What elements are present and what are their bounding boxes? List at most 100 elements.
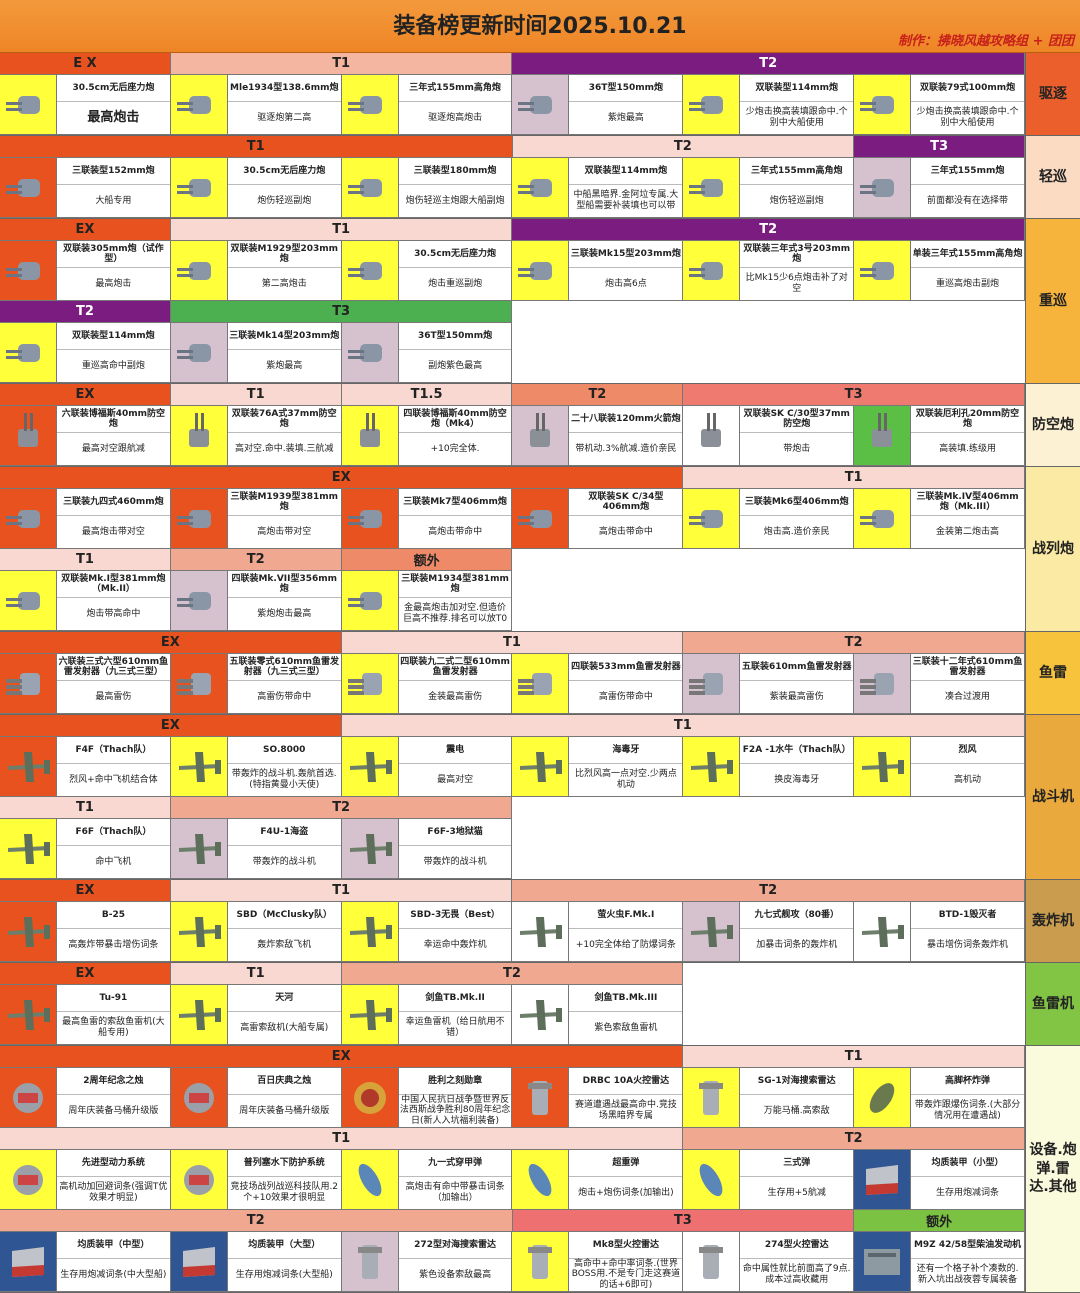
equipment-card[interactable]: 四联装533mm鱼雷发射器 高雷伤带命中 (512, 654, 684, 714)
equipment-note: 中船黑暗界.金阿垃专属.大型船需要补装填也可以带 (573, 190, 679, 211)
equipment-card[interactable]: 单装三年式155mm高角炮 重巡高炮击副炮 (854, 241, 1025, 301)
equipment-card[interactable]: 高脚杯炸弹 带轰炸跟爆伤词条.(大部分情况用在遭遇战) (854, 1068, 1025, 1128)
tier-header-row: T1 T2 (0, 1128, 1025, 1150)
equipment-note: 凑合过渡用 (945, 691, 991, 702)
equipment-card[interactable]: 百日庆典之烛 周年庆装备马桶升级版 (170, 1068, 342, 1128)
equipment-name: 274型火控雷达 (740, 1232, 854, 1259)
equipment-card[interactable]: F4F（Thach队） 烈风+命中飞机结合体 (0, 737, 171, 797)
equipment-card[interactable]: 274型火控雷达 命中属性就比前面高了9点.成本过高收藏用 (683, 1232, 855, 1292)
equipment-card[interactable]: Mk8型火控雷达 高命中+命中率词条.(世界BOSS用.不是专门走这赛道的话+6… (512, 1232, 684, 1292)
equipment-card[interactable]: 三联装型180mm炮 炮伤轻巡主炮跟大船副炮 (341, 158, 513, 218)
equipment-card[interactable]: 双联装三年式3号203mm炮 比Mk15少6点炮击补了对空 (683, 241, 855, 301)
equipment-card[interactable]: 双联装厄利孔20mm防空炮 高装填.练级用 (854, 406, 1025, 466)
equipment-card[interactable]: 三联装Mk.IV型406mm炮（Mk.III） 金装第二炮击高 (854, 489, 1025, 549)
equipment-card[interactable]: 双联装SK C/34型406mm炮 高炮击带命中 (512, 489, 684, 549)
equipment-card[interactable]: 天河 高雷索敌机(大船专属) (170, 985, 342, 1045)
equipment-card[interactable]: F4U-1海盗 带轰炸的战斗机 (170, 819, 342, 879)
equipment-card[interactable]: 双联装Mk.I型381mm炮（Mk.II） 炮击带高命中 (0, 571, 171, 631)
equipment-card[interactable]: 九一式穿甲弹 高炮击有命中带暴击词条（加输出） (341, 1150, 513, 1210)
equipment-card[interactable]: 六联装三式六型610mm鱼雷发射器（九三式三型） 最高雷伤 (0, 654, 171, 714)
category-label: 战斗机 (1025, 715, 1080, 879)
equipment-name: 震电 (398, 737, 512, 764)
equipment-card[interactable]: SG-1对海搜索雷达 万能马桶.高索敌 (683, 1068, 855, 1128)
equipment-card[interactable]: 六联装博福斯40mm防空炮 最高对空跟航减 (0, 406, 171, 466)
equipment-card[interactable]: 双联装79式100mm炮 少炮击换高装填跟命中.个别中大船使用 (854, 75, 1025, 135)
equipment-card[interactable]: 2周年纪念之烛 周年庆装备马桶升级版 (0, 1068, 171, 1128)
plane-icon (512, 985, 570, 1044)
equipment-card[interactable]: SBD（McClusky队） 轰炸索敌飞机 (170, 902, 342, 962)
equipment-card[interactable]: 30.5cm无后座力炮 炮伤轻巡副炮 (170, 158, 342, 218)
equipment-name: 30.5cm无后座力炮 (398, 241, 512, 268)
equipment-card[interactable]: F6F（Thach队） 命中飞机 (0, 819, 171, 879)
equipment-card[interactable]: 双联装型114mm炮 重巡高命中副炮 (0, 323, 171, 383)
equipment-card[interactable]: 烈风 高机动 (854, 737, 1025, 797)
equipment-card[interactable]: 三年式155mm高角炮 炮伤轻巡副炮 (683, 158, 855, 218)
equipment-note: 高炮击带命中 (598, 526, 653, 537)
equipment-card[interactable]: 双联装76A式37mm防空炮 高对空.命中.装填.三航减 (170, 406, 342, 466)
equipment-card[interactable]: 三联装Mk7型406mm炮 高炮击带命中 (341, 489, 513, 549)
equipment-note: 紫装最高雷伤 (769, 691, 824, 702)
equipment-card[interactable]: 三联装十二年式610mm鱼雷发射器 凑合过渡用 (854, 654, 1025, 714)
equipment-card[interactable]: 九七式舰攻（80番） 加暴击词条的轰炸机 (683, 902, 855, 962)
equipment-card[interactable]: B-25 高轰炸带暴击增伤词条 (0, 902, 171, 962)
equipment-card[interactable]: 36T型150mm炮 副炮紫色最高 (341, 323, 513, 383)
equipment-note: 炮击高6点 (605, 278, 647, 289)
equipment-card[interactable]: 震电 最高对空 (341, 737, 513, 797)
equipment-card[interactable]: 30.5cm无后座力炮 炮击重巡副炮 (341, 241, 513, 301)
equipment-card[interactable]: 剑鱼TB.Mk.III 紫色索敌鱼雷机 (512, 985, 684, 1045)
equipment-card[interactable]: 剑鱼TB.Mk.II 幸运鱼雷机（给日航用不错） (341, 985, 513, 1045)
equipment-card[interactable]: 海毒牙 比烈风高一点对空.少两点机动 (512, 737, 684, 797)
plane-icon (341, 902, 399, 961)
equipment-card[interactable]: 三联装Mk15型203mm炮 炮击高6点 (512, 241, 684, 301)
equipment-card[interactable]: 二十八联装120mm火箭炮 带机动.3%航减.造价亲民 (512, 406, 684, 466)
equipment-card[interactable]: BTD-1毁灭者 暴击增伤词条轰炸机 (854, 902, 1025, 962)
equipment-card[interactable]: M9Z 42/58型柴油发动机 还有一个格子补个凑数的.新入坑出战夜蓉专属装备 (854, 1232, 1025, 1292)
equipment-card[interactable]: 双联装型114mm炮 中船黑暗界.金阿垃专属.大型船需要补装填也可以带 (512, 158, 684, 218)
gun-icon (854, 75, 912, 134)
equipment-card[interactable]: 三联装M1934型381mm炮 金最高炮击加对空.但造价巨高不推荐.排名可以放T… (341, 571, 513, 631)
gun-icon (854, 489, 912, 548)
equipment-card[interactable]: DRBC 10A火控雷达 赛道遭遇战最高命中.竞技场黑暗界专属 (512, 1068, 684, 1128)
equipment-card[interactable]: 三联装Mk6型406mm炮 炮击高.造价亲民 (683, 489, 855, 549)
equipment-card[interactable]: Tu-91 最高鱼雷的索敌鱼雷机(大船专用) (0, 985, 171, 1045)
equipment-card[interactable]: 五联装零式610mm鱼雷发射器（九三式三型） 高雷伤带命中 (170, 654, 342, 714)
equipment-card[interactable]: 超重弹 炮击+炮伤词条(加输出) (512, 1150, 684, 1210)
equipment-card[interactable]: F2A -1水牛（Thach队） 换皮海毒牙 (683, 737, 855, 797)
equipment-card[interactable]: 先进型动力系统 高机动加回避词条(强调T优效果才明显) (0, 1150, 171, 1210)
equipment-card[interactable]: 三联装Mk14型203mm炮 紫炮最高 (170, 323, 342, 383)
equipment-card[interactable]: 均质装甲（小型） 生存用炮减词条 (854, 1150, 1025, 1210)
equipment-card[interactable]: 双联装305mm炮（试作型） 最高炮击 (0, 241, 171, 301)
equipment-card[interactable]: 胜利之刻勋章 中国人民抗日战争暨世界反法西斯战争胜利80周年纪念日(新人入坑福利… (341, 1068, 513, 1128)
equipment-card[interactable]: 萤火虫F.Mk.I +10完全体给了防爆词条 (512, 902, 684, 962)
equipment-card[interactable]: 三年式155mm炮 前面都没有在选择带 (854, 158, 1025, 218)
equipment-card[interactable]: 三年式155mm高角炮 驱逐炮高炮击 (341, 75, 513, 135)
equipment-card[interactable]: 普列塞水下防护系统 竞技场战列战巡科技队用.2个+10效果才很明显 (170, 1150, 342, 1210)
equipment-card[interactable]: 三联装型152mm炮 大船专用 (0, 158, 171, 218)
equipment-card[interactable]: Mle1934型138.6mm炮 驱逐炮第二高 (170, 75, 342, 135)
equipment-card[interactable]: SBD-3无畏（Best） 幸运命中轰炸机 (341, 902, 513, 962)
equipment-name: 36T型150mm炮 (569, 75, 683, 102)
equipment-card[interactable]: 三式弹 生存用+5航减 (683, 1150, 855, 1210)
equipment-card[interactable]: 四联装Mk.VII型356mm炮 紫炮炮击最高 (170, 571, 342, 631)
equipment-card[interactable]: 五联装610mm鱼雷发射器 紫装最高雷伤 (683, 654, 855, 714)
equipment-note: 幸运鱼雷机（给日航用不错） (405, 1017, 505, 1038)
equipment-card[interactable]: 四联装九二式二型610mm鱼雷发射器 金装最高雷伤 (341, 654, 513, 714)
equipment-card[interactable]: SO.8000 带轰炸的战斗机.轰航首选.(特指黄曼小天使) (170, 737, 342, 797)
equipment-card[interactable]: F6F-3地狱猫 带轰炸的战斗机 (341, 819, 513, 879)
equipment-card[interactable]: 四联装博福斯40mm防空炮（Mk4） +10完全体. (341, 406, 513, 466)
equipment-card[interactable]: 双联装M1929型203mm炮 第二高炮击 (170, 241, 342, 301)
equipment-card[interactable]: 三联装M1939型381mm炮 高炮击带对空 (170, 489, 342, 549)
equipment-card[interactable]: 272型对海搜索雷达 紫色设备索敌最高 (341, 1232, 513, 1292)
equipment-name: 双联装型114mm炮 (57, 323, 170, 350)
equipment-card[interactable]: 双联装型114mm炮 少炮击换高装填跟命中.个别中大船使用 (683, 75, 855, 135)
equipment-name: 三联装Mk.IV型406mm炮（Mk.III） (911, 489, 1024, 516)
equipment-card[interactable]: 30.5cm无后座力炮 最高炮击 (0, 75, 171, 135)
radar-icon (683, 1068, 741, 1127)
equipment-note: 最高炮击带对空 (81, 526, 145, 537)
equipment-card[interactable]: 三联装九四式460mm炮 最高炮击带对空 (0, 489, 171, 549)
equipment-card[interactable]: 36T型150mm炮 紫炮最高 (512, 75, 684, 135)
equipment-card[interactable]: 均质装甲（大型） 生存用炮减词条(大型船) (170, 1232, 342, 1292)
equipment-note: 少炮击换高装填跟命中.个别中大船使用 (745, 107, 848, 128)
equipment-card[interactable]: 双联装SK C/30型37mm防空炮 带炮击 (683, 406, 855, 466)
equipment-card[interactable]: 均质装甲（中型） 生存用炮减词条(中大型船) (0, 1232, 171, 1292)
